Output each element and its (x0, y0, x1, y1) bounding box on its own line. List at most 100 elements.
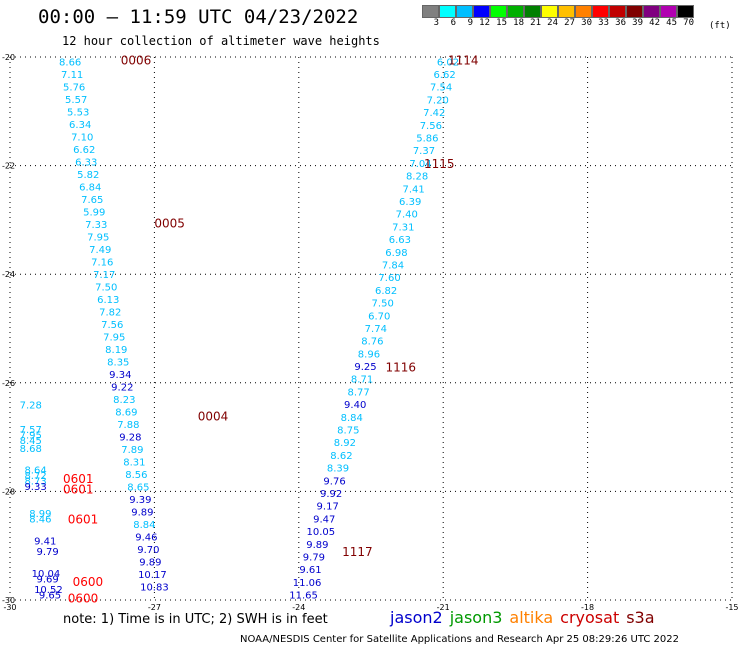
color-swatch (541, 5, 558, 18)
swh-point-left-track: 9.65 (39, 591, 61, 602)
time-label: 1117 (342, 545, 373, 559)
swh-point-track-b: 8.28 (406, 172, 428, 183)
color-scale-unit: (ft) (709, 21, 731, 31)
color-swatch (660, 5, 677, 18)
swh-point-track-b: 8.96 (358, 349, 380, 360)
swh-point-track-b: 6.82 (375, 286, 397, 297)
swh-point-track-a: 6.13 (97, 295, 119, 306)
swh-point-track-a: 7.11 (61, 70, 83, 81)
swh-point-track-b: 8.77 (347, 387, 369, 398)
color-swatch (422, 5, 439, 18)
swh-point-track-b: 9.61 (299, 565, 321, 576)
swh-point-track-b: 8.92 (334, 438, 356, 449)
swh-point-track-a: 7.49 (89, 245, 111, 256)
time-label: 1115 (424, 157, 455, 171)
color-scale-label: 70 (683, 18, 694, 28)
swh-point-track-b: 8.71 (351, 375, 373, 386)
color-scale-label: 21 (530, 18, 541, 28)
color-swatch (592, 5, 609, 18)
swh-point-track-b: 7.50 (372, 299, 394, 310)
swh-point-track-b: 8.84 (341, 413, 363, 424)
swh-point-left-track: 7.57 (20, 425, 42, 436)
lat-tick-label: -22 (2, 162, 15, 171)
swh-point-track-b: 7.54 (430, 83, 452, 94)
time-label: 0005 (154, 217, 185, 231)
swh-point-track-b: 8.39 (327, 464, 349, 475)
swh-point-track-a: 8.31 (123, 457, 145, 468)
swh-point-track-a: 6.34 (69, 120, 91, 131)
swh-point-track-b: 7.20 (427, 95, 449, 106)
footnote: note: 1) Time is in UTC; 2) SWH is in fe… (63, 612, 328, 627)
color-scale-swatches (422, 5, 694, 18)
color-scale-label: 45 (666, 18, 677, 28)
credit-footer: NOAA/NESDIS Center for Satellite Applica… (240, 634, 679, 645)
lat-tick-label: -30 (2, 596, 15, 605)
lon-tick-label: -24 (292, 603, 305, 612)
swh-point-track-a: 9.22 (111, 382, 133, 393)
color-scale-label: 3 (433, 18, 439, 28)
swh-point-left-track: 9.41 (34, 536, 56, 547)
color-scale-label: 24 (547, 18, 558, 28)
time-label: 0601 (63, 483, 94, 497)
color-swatch (473, 5, 490, 18)
color-scale-bar: 3 6 9 12 15 18 21 24 27 30 33 36 39 42 45 70 (ft) (422, 5, 731, 31)
swh-point-track-b: 7.04 (409, 159, 431, 170)
swh-point-track-b: 7.60 (378, 273, 400, 284)
swh-point-left-track: 7.28 (20, 401, 42, 412)
lon-tick-label: -27 (148, 603, 161, 612)
time-label: 0601 (63, 472, 94, 486)
swh-point-track-b: 10.05 (306, 527, 335, 538)
page-title: 00:00 – 11:59 UTC 04/23/2022 (38, 6, 359, 28)
swh-point-left-track: 8.99 (29, 509, 51, 520)
color-swatch (456, 5, 473, 18)
swh-point-track-b: 7.84 (382, 260, 404, 271)
time-label: 0601 (68, 513, 99, 527)
swh-point-track-b: 9.76 (323, 476, 345, 487)
color-scale-label: 33 (598, 18, 609, 28)
swh-point-track-a: 8.84 (133, 520, 155, 531)
color-scale-label: 30 (581, 18, 592, 28)
time-label: 0006 (121, 54, 152, 68)
swh-point-left-track: 9.69 (36, 574, 58, 585)
swh-point-left-track: 8.45 (20, 436, 42, 447)
swh-point-track-a: 6.33 (75, 157, 97, 168)
swh-point-track-a: 9.89 (131, 507, 153, 518)
lon-tick-label: -15 (725, 603, 738, 612)
swh-point-track-b: 8.76 (361, 337, 383, 348)
color-scale-label: 39 (632, 18, 643, 28)
color-scale-label: 18 (513, 18, 524, 28)
swh-point-track-a: 8.19 (105, 345, 127, 356)
swh-point-track-b: 9.25 (354, 362, 376, 373)
color-swatch (643, 5, 660, 18)
swh-point-track-a: 7.88 (117, 420, 139, 431)
swh-point-track-b: 6.39 (399, 197, 421, 208)
swh-point-track-b: 6.70 (368, 311, 390, 322)
swh-point-track-a: 5.76 (63, 82, 85, 93)
color-swatch (575, 5, 592, 18)
swh-point-track-a: 5.57 (65, 95, 87, 106)
swh-point-track-a: 8.69 (115, 407, 137, 418)
swh-point-left-track: 10.52 (34, 585, 63, 596)
color-swatch (609, 5, 626, 18)
swh-point-left-track: 8.72 (24, 471, 46, 482)
swh-point-track-b: 9.89 (306, 540, 328, 551)
swh-point-track-b: 9.40 (344, 400, 366, 411)
swh-point-track-a: 7.17 (93, 270, 115, 281)
swh-point-track-a: 9.34 (109, 370, 131, 381)
swh-point-track-a: 5.99 (83, 207, 105, 218)
color-scale-label: 6 (450, 18, 456, 28)
color-swatch (626, 5, 643, 18)
swh-point-left-track: 10.04 (32, 569, 61, 580)
swh-point-track-b: 9.47 (313, 514, 335, 525)
swh-point-left-track: 8.46 (29, 515, 51, 526)
swh-point-track-a: 10.83 (140, 582, 169, 593)
swh-point-track-a: 7.10 (71, 132, 93, 143)
swh-point-track-b: 8.75 (337, 426, 359, 437)
swh-point-track-b: 6.02 (437, 57, 459, 68)
swh-point-track-a: 7.82 (99, 307, 121, 318)
swh-point-track-b: 11.65 (289, 591, 318, 602)
swh-point-track-b: 7.37 (413, 146, 435, 157)
swh-point-track-a: 7.89 (121, 445, 143, 456)
color-scale-label: 15 (496, 18, 507, 28)
swh-point-track-b: 6.98 (385, 248, 407, 259)
